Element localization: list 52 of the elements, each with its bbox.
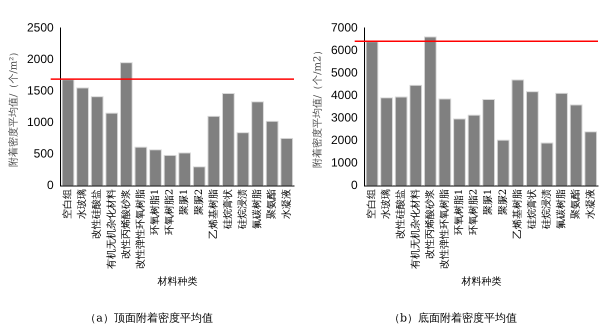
y-tick-label: 6000: [330, 42, 358, 57]
x-tick-label: 聚氨酯: [266, 188, 278, 219]
x-tick-label: 聚脲1: [482, 188, 494, 216]
y-tick-label: 3000: [330, 110, 358, 124]
y-tick-label: 1500: [26, 83, 54, 98]
y-tick-label: 2500: [26, 20, 54, 34]
y-axis-title: 附着密度平均值/（个/m2）: [312, 46, 324, 168]
y-tick-label: 0: [47, 178, 54, 192]
x-tick-label: 硅烷膏状: [526, 188, 538, 230]
x-tick-label: 改性弹性环氧树脂: [134, 188, 146, 269]
x-tick-label: 环氧树脂1: [149, 188, 162, 236]
y-tick-label: 1000: [26, 114, 54, 129]
x-tick-label: 硅烷浸渍: [540, 188, 553, 230]
x-tick-label: 有机无机杂化材料: [409, 188, 422, 269]
y-axis-title: 附着密度平均值/（个/m²）: [8, 46, 20, 168]
x-tick-label: 氟碳树脂: [251, 188, 264, 229]
y-tick-label: 0: [351, 178, 358, 192]
x-tick-label: 改性丙烯酸砂浆: [424, 188, 436, 259]
x-tick-label: 改性弹性环氧树脂: [438, 188, 450, 269]
x-tick-label: 硅烷浸渍: [236, 188, 249, 230]
x-axis-title: 材料种类: [156, 275, 198, 288]
x-tick-label: 改性硅酸盐: [90, 188, 103, 239]
x-tick-label: 改性丙烯酸砂浆: [120, 188, 132, 259]
x-tick-label: 氟碳树脂: [555, 188, 568, 229]
y-tick-label: 2000: [330, 133, 358, 148]
x-tick-label: 乙烯基树脂: [511, 188, 524, 239]
x-tick-label: 聚氨酯: [570, 188, 582, 219]
x-tick-label: 改性硅酸盐: [394, 188, 407, 239]
x-tick-label: 水凝液: [280, 188, 292, 219]
x-tick-label: 水玻璃: [380, 188, 392, 219]
y-tick-label: 1000: [330, 156, 358, 170]
y-tick-label: 2000: [26, 52, 54, 66]
x-tick-label: 有机无机杂化材料: [105, 188, 118, 269]
x-axis-title: 材料种类: [460, 275, 502, 288]
text: （b）底面附着密度平均值: [388, 311, 518, 324]
x-tick-label: 空白组: [62, 188, 74, 219]
y-tick-label: 7000: [330, 20, 358, 34]
x-tick-label: 空白组: [366, 188, 378, 219]
x-tick-label: 环氧树脂2: [468, 188, 480, 236]
x-tick-label: 聚脲1: [178, 188, 190, 216]
x-tick-label: 环氧树脂1: [453, 188, 466, 236]
x-tick-label: 水凝液: [584, 188, 596, 219]
x-tick-label: 环氧树脂2: [164, 188, 176, 236]
x-tick-label: 聚脲2: [192, 188, 205, 216]
y-tick-label: 4000: [330, 88, 358, 102]
x-tick-label: 硅烷膏状: [222, 188, 234, 230]
text: （a）顶面附着密度平均值: [85, 311, 213, 324]
x-tick-label: 聚脲2: [496, 188, 509, 216]
y-tick-label: 5000: [330, 65, 358, 80]
x-tick-label: 水玻璃: [76, 188, 88, 219]
x-tick-label: 乙烯基树脂: [207, 188, 220, 239]
y-tick-label: 500: [34, 146, 54, 161]
